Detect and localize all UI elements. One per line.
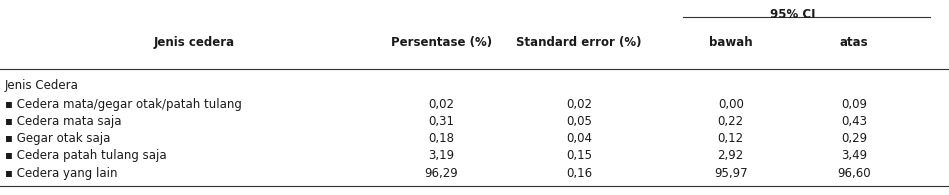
Text: 0,22: 0,22 (717, 115, 744, 128)
Text: ▪ Gegar otak saja: ▪ Gegar otak saja (5, 132, 110, 145)
Text: 0,18: 0,18 (428, 132, 455, 145)
Text: 0,31: 0,31 (428, 115, 455, 128)
Text: Jenis Cedera: Jenis Cedera (5, 79, 79, 92)
Text: 0,12: 0,12 (717, 132, 744, 145)
Text: ▪ Cedera mata saja: ▪ Cedera mata saja (5, 115, 121, 128)
Text: 3,19: 3,19 (428, 150, 455, 162)
Text: 0,43: 0,43 (841, 115, 867, 128)
Text: 95,97: 95,97 (714, 167, 748, 180)
Text: 3,49: 3,49 (841, 150, 867, 162)
Text: 2,92: 2,92 (717, 150, 744, 162)
Text: 96,60: 96,60 (837, 167, 871, 180)
Text: 96,29: 96,29 (424, 167, 458, 180)
Text: 0,15: 0,15 (566, 150, 592, 162)
Text: atas: atas (840, 36, 868, 49)
Text: 0,04: 0,04 (566, 132, 592, 145)
Text: 0,09: 0,09 (841, 98, 867, 111)
Text: ▪ Cedera yang lain: ▪ Cedera yang lain (5, 167, 118, 180)
Text: Jenis cedera: Jenis cedera (154, 36, 235, 49)
Text: 95% CI: 95% CI (770, 8, 815, 21)
Text: bawah: bawah (709, 36, 753, 49)
Text: 0,00: 0,00 (717, 98, 744, 111)
Text: 0,05: 0,05 (566, 115, 592, 128)
Text: 0,29: 0,29 (841, 132, 867, 145)
Text: ▪ Cedera patah tulang saja: ▪ Cedera patah tulang saja (5, 150, 166, 162)
Text: 0,02: 0,02 (428, 98, 455, 111)
Text: Persentase (%): Persentase (%) (391, 36, 492, 49)
Text: ▪ Cedera mata/gegar otak/patah tulang: ▪ Cedera mata/gegar otak/patah tulang (5, 98, 242, 111)
Text: 0,02: 0,02 (566, 98, 592, 111)
Text: 0,16: 0,16 (566, 167, 592, 180)
Text: Standard error (%): Standard error (%) (516, 36, 642, 49)
